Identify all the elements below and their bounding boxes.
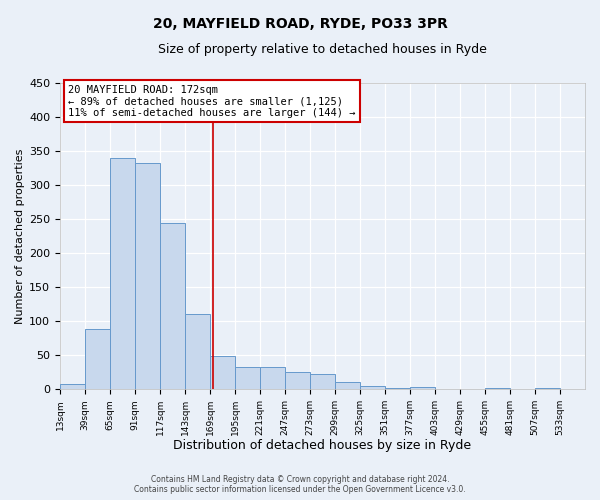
Bar bbox=[410, 386, 435, 389]
Bar bbox=[485, 388, 510, 389]
Text: Contains HM Land Registry data © Crown copyright and database right 2024.
Contai: Contains HM Land Registry data © Crown c… bbox=[134, 474, 466, 494]
Title: Size of property relative to detached houses in Ryde: Size of property relative to detached ho… bbox=[158, 42, 487, 56]
Bar bbox=[160, 222, 185, 389]
Bar bbox=[360, 386, 385, 389]
Bar bbox=[435, 388, 460, 389]
Text: 20 MAYFIELD ROAD: 172sqm
← 89% of detached houses are smaller (1,125)
11% of sem: 20 MAYFIELD ROAD: 172sqm ← 89% of detach… bbox=[68, 84, 355, 118]
Bar bbox=[135, 162, 160, 389]
Bar bbox=[235, 368, 260, 389]
Bar bbox=[110, 158, 135, 389]
Bar bbox=[85, 328, 110, 389]
X-axis label: Distribution of detached houses by size in Ryde: Distribution of detached houses by size … bbox=[173, 440, 472, 452]
Bar bbox=[260, 368, 285, 389]
Bar bbox=[210, 356, 235, 389]
Bar bbox=[335, 382, 360, 389]
Bar bbox=[385, 388, 410, 389]
Bar bbox=[310, 374, 335, 389]
Text: 20, MAYFIELD ROAD, RYDE, PO33 3PR: 20, MAYFIELD ROAD, RYDE, PO33 3PR bbox=[152, 18, 448, 32]
Bar bbox=[185, 314, 210, 389]
Bar bbox=[535, 388, 560, 389]
Y-axis label: Number of detached properties: Number of detached properties bbox=[15, 148, 25, 324]
Bar bbox=[60, 384, 85, 389]
Bar bbox=[285, 372, 310, 389]
